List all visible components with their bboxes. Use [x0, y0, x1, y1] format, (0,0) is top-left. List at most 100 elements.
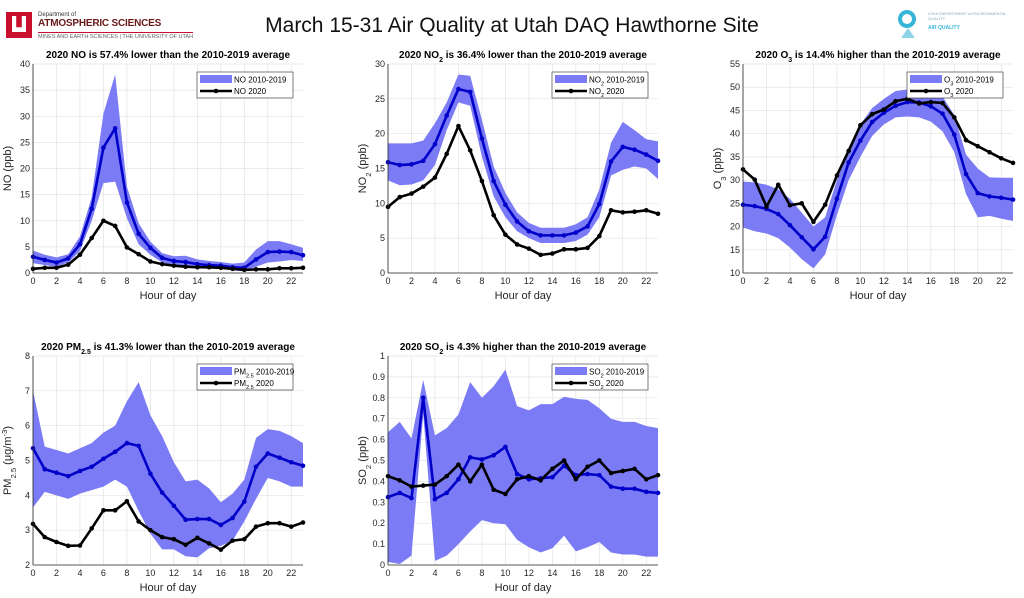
series-2020-point: [998, 155, 1004, 161]
average-2010-2019-point: [491, 452, 496, 458]
x-tick-label: 16: [571, 276, 581, 286]
average-2010-2019-point: [1010, 197, 1016, 202]
legend-line-marker: [568, 380, 574, 386]
x-axis-label: Hour of day: [850, 290, 907, 302]
series-2020-point: [159, 534, 165, 540]
series-2020-point: [124, 498, 130, 504]
average-2010-2019-point: [65, 473, 71, 479]
y-axis-label: NO2 (ppb): [357, 144, 373, 194]
series-2020-point: [620, 468, 626, 474]
series-2020-point: [218, 265, 224, 271]
series-2020-point: [300, 520, 306, 525]
average-2010-2019-point: [300, 252, 306, 258]
series-2020-point: [300, 265, 306, 271]
series-2020-point: [620, 210, 626, 215]
x-tick-label: 8: [479, 276, 484, 286]
y-tick-label: 8: [25, 351, 30, 361]
chart-panel-5: 0 2 4 6 8 10 12 14 16 18 20 22 0 0.1 0.2 0.3 0.4 0.5 0.6 0.…: [357, 342, 661, 594]
average-2010-2019-line: [32, 126, 304, 270]
average-2010-2019-point: [869, 119, 875, 125]
average-2010-2019-point: [77, 468, 83, 474]
band-2010-2019: [33, 74, 303, 272]
average-2010-2019-point: [136, 231, 141, 237]
average-2010-2019-point: [905, 99, 910, 105]
series-2020-point: [561, 247, 567, 252]
y-tick-label: 25: [20, 137, 30, 147]
x-tick-label: 12: [879, 276, 889, 286]
x-tick-label: 6: [101, 568, 106, 578]
x-tick-label: 0: [385, 276, 390, 286]
x-tick-label: 8: [834, 276, 839, 286]
x-tick-label: 22: [286, 276, 296, 286]
legend-band-label: O3 2010-2019: [944, 76, 994, 88]
x-tick-label: 8: [479, 568, 484, 578]
average-2010-2019-point: [503, 444, 508, 450]
y-tick-label: 0.5: [372, 456, 385, 466]
average-2010-2019-point: [288, 249, 294, 255]
x-axis-label: Hour of day: [495, 290, 552, 302]
x-tick-label: 0: [385, 568, 390, 578]
x-tick-label: 20: [263, 276, 273, 286]
series-2020-point: [775, 182, 781, 188]
average-2010-2019-point: [420, 158, 426, 164]
x-tick-label: 12: [169, 568, 179, 578]
series-2020-point: [77, 252, 83, 258]
series-2020-point: [811, 219, 816, 225]
y-tick-label: 15: [375, 164, 385, 174]
series-2020-point: [65, 262, 71, 267]
y-tick-label: 0.1: [372, 539, 385, 549]
average-2010-2019-point: [183, 517, 188, 523]
average-2010-2019-point: [148, 471, 153, 477]
series-2020-point: [253, 524, 259, 529]
average-2010-2019-point: [288, 459, 294, 465]
chart-title: 2020 SO2 is 4.3% higher than the 2010-20…: [400, 342, 647, 356]
series-2020-point: [514, 242, 520, 247]
series-2020-point: [136, 251, 141, 257]
legend-line-label: NO 2020: [234, 87, 267, 96]
x-tick-label: 14: [192, 568, 202, 578]
series-2020-point: [456, 462, 461, 467]
average-2010-2019-point: [975, 190, 981, 196]
chart-panel-3: 0 2 4 6 8 10 12 14 16 18 20 22 10 15 20 25 30 35 40 45 50 55 2…: [712, 50, 1016, 302]
chart-panel-2: 0 2 4 6 8 10 12 14 16 18 20 22 0 5 10 15 20 25 30 2020 NO2 …: [357, 50, 661, 302]
x-tick-label: 16: [216, 276, 226, 286]
y-tick-label: 10: [20, 216, 30, 226]
average-2010-2019-point: [253, 257, 259, 262]
series-2020-point: [253, 267, 259, 272]
average-2010-2019-point: [811, 247, 816, 252]
series-2020-point: [456, 123, 461, 129]
series-2020-point: [218, 547, 224, 552]
x-tick-label: 2: [764, 276, 769, 286]
y-tick-label: 5: [25, 242, 30, 252]
average-2010-2019-point: [655, 158, 661, 164]
legend-line-label: NO2 2020: [589, 87, 625, 99]
series-2020-point: [987, 149, 992, 155]
x-tick-label: 18: [239, 276, 249, 286]
average-2010-2019-point: [514, 219, 520, 224]
average-2010-2019-point: [265, 249, 271, 255]
x-tick-label: 22: [641, 568, 651, 578]
average-2010-2019-point: [300, 463, 306, 469]
series-2020-point: [159, 261, 165, 267]
chart-title: 2020 NO is 57.4% lower than the 2010-201…: [46, 50, 290, 61]
average-2010-2019-point: [171, 258, 177, 264]
series-2020-point: [230, 266, 235, 272]
series-2020-point: [893, 98, 898, 104]
chart-panel-1: 0 2 4 6 8 10 12 14 16 18 20 22 0 5 10 15 20 25 30 35 40 2020 …: [2, 50, 306, 302]
series-2020-point: [916, 101, 922, 106]
average-2010-2019-line: [742, 100, 1014, 251]
x-tick-label: 16: [926, 276, 936, 286]
series-2020-point: [42, 534, 48, 540]
average-2010-2019-point: [963, 171, 969, 177]
y-tick-label: 15: [730, 245, 740, 255]
series-2020-point: [787, 202, 793, 208]
x-axis-label: Hour of day: [495, 582, 552, 594]
series-2020-point: [514, 477, 520, 482]
chart-title: 2020 O3 is 14.4% higher than the 2010-20…: [755, 50, 1001, 64]
series-2020-point: [432, 482, 438, 487]
series-2020-point: [573, 477, 579, 482]
legend-line-label: SO2 2020: [589, 379, 624, 391]
x-tick-label: 0: [30, 568, 35, 578]
series-2020-point: [526, 473, 532, 479]
